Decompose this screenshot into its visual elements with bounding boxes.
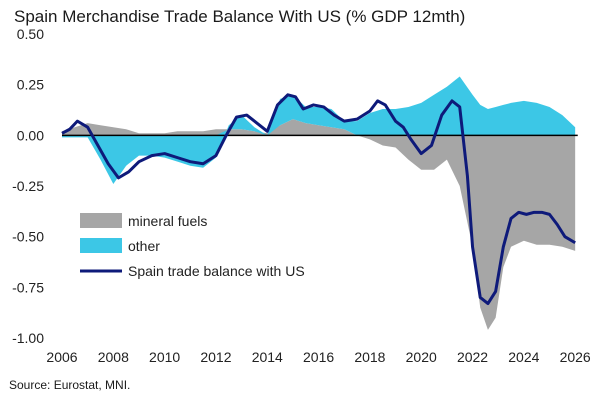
x-tick-label: 2008: [98, 349, 129, 365]
y-tick-label: 0.25: [17, 77, 44, 93]
legend-swatch-mineral-fuels: [80, 213, 122, 228]
x-tick-label: 2020: [406, 349, 437, 365]
y-tick-label: 0.00: [17, 127, 44, 143]
y-tick-label: -1.00: [12, 330, 44, 346]
y-tick-label: -0.25: [12, 178, 44, 194]
x-tick-label: 2006: [46, 349, 77, 365]
area-other: [62, 76, 576, 184]
legend-swatch-other: [80, 238, 122, 253]
x-tick-label: 2018: [354, 349, 385, 365]
y-tick-label: 0.50: [17, 26, 44, 42]
area-mineral-fuels: [62, 119, 576, 330]
x-tick-label: 2014: [252, 349, 283, 365]
x-tick-label: 2010: [149, 349, 180, 365]
x-tick-label: 2026: [560, 349, 591, 365]
legend-label-mineral-fuels: mineral fuels: [128, 213, 207, 229]
x-tick-label: 2024: [508, 349, 539, 365]
y-tick-label: -0.50: [12, 229, 44, 245]
x-tick-label: 2012: [200, 349, 231, 365]
line-spain-trade-balance: [61, 93, 576, 306]
legend-label-other: other: [128, 238, 160, 254]
chart-title: Spain Merchandise Trade Balance With US …: [14, 7, 466, 26]
chart-source: Source: Eurostat, MNI.: [9, 378, 131, 392]
y-tick-label: -0.75: [12, 279, 44, 295]
x-tick-label: 2022: [457, 349, 488, 365]
legend-label-balance: Spain trade balance with US: [128, 263, 305, 279]
x-tick-label: 2016: [303, 349, 334, 365]
